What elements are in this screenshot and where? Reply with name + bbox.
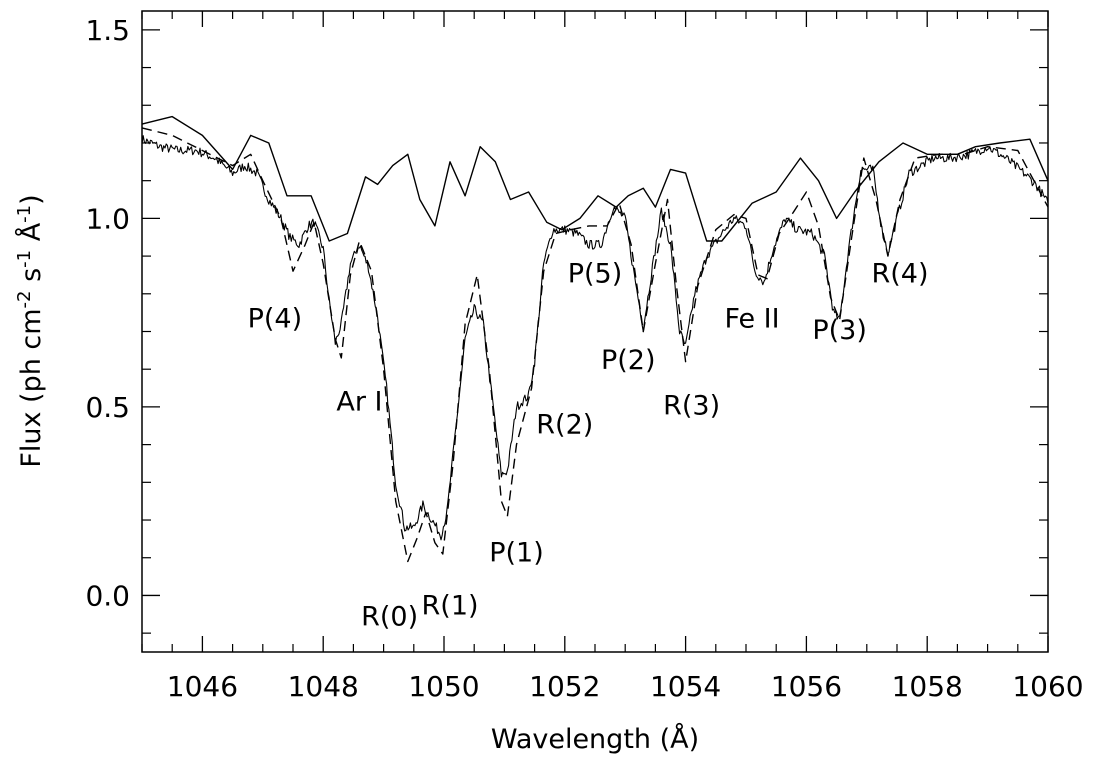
annotation-label: P(4): [248, 304, 303, 335]
y-tick-label: 0.0: [85, 579, 130, 612]
y-label-close: ): [16, 194, 47, 205]
x-tick-label: 1046: [167, 670, 238, 703]
x-tick-label: 1054: [650, 670, 721, 703]
line-annotations: P(4) Ar I R(0) R(1) P(1) R(2) P(5) P(2)R(3) Fe I…: [248, 258, 929, 632]
y-axis-label: Flux (ph cm-2 s-1 Å-1): [14, 194, 47, 467]
annotation-label: Ar I: [336, 387, 382, 418]
x-tick-label: 1050: [408, 670, 479, 703]
y-tick-label: 1.0: [85, 202, 130, 235]
y-label-exp1: -2: [14, 291, 35, 309]
annotation-label: R(1): [422, 590, 479, 621]
y-label-main: Flux (ph cm: [16, 308, 47, 467]
annotation-label: R(0): [361, 602, 418, 633]
x-axis-label: Wavelength (Å): [491, 723, 699, 755]
annotation-label: P(5): [568, 258, 623, 289]
annotation-label: R(4): [872, 258, 929, 289]
series-line-3: [141, 115, 1049, 242]
y-tick-label: 1.5: [85, 14, 130, 47]
series-layer: [141, 115, 1049, 563]
annotation-label: Fe II: [724, 304, 779, 335]
annotation-label: P(1): [489, 538, 544, 569]
annotation-label: P(2): [601, 345, 656, 376]
axis-ticks: [141, 11, 1049, 652]
tick-labels: 1046 1048 1050 1052 1054 1056 1058 1060 0.0 0.5 1.…: [85, 14, 1083, 703]
y-tick-label: 0.5: [85, 391, 130, 424]
y-label-angstrom: Å: [15, 222, 47, 250]
x-tick-label: 1056: [771, 670, 842, 703]
y-label-exp2: -1: [14, 250, 35, 268]
x-tick-label: 1058: [892, 670, 963, 703]
x-tick-label: 1052: [529, 670, 600, 703]
annotation-label: R(2): [536, 409, 593, 440]
series-line-2: [141, 127, 1049, 563]
annotation-label: R(3): [663, 390, 720, 421]
y-label-s: s: [16, 268, 47, 291]
y-label-exp3: -1: [14, 205, 35, 223]
series-line-1: [141, 135, 1049, 541]
x-tick-label: 1060: [1012, 670, 1083, 703]
x-tick-label: 1048: [288, 670, 359, 703]
annotation-label: P(3): [812, 315, 867, 346]
